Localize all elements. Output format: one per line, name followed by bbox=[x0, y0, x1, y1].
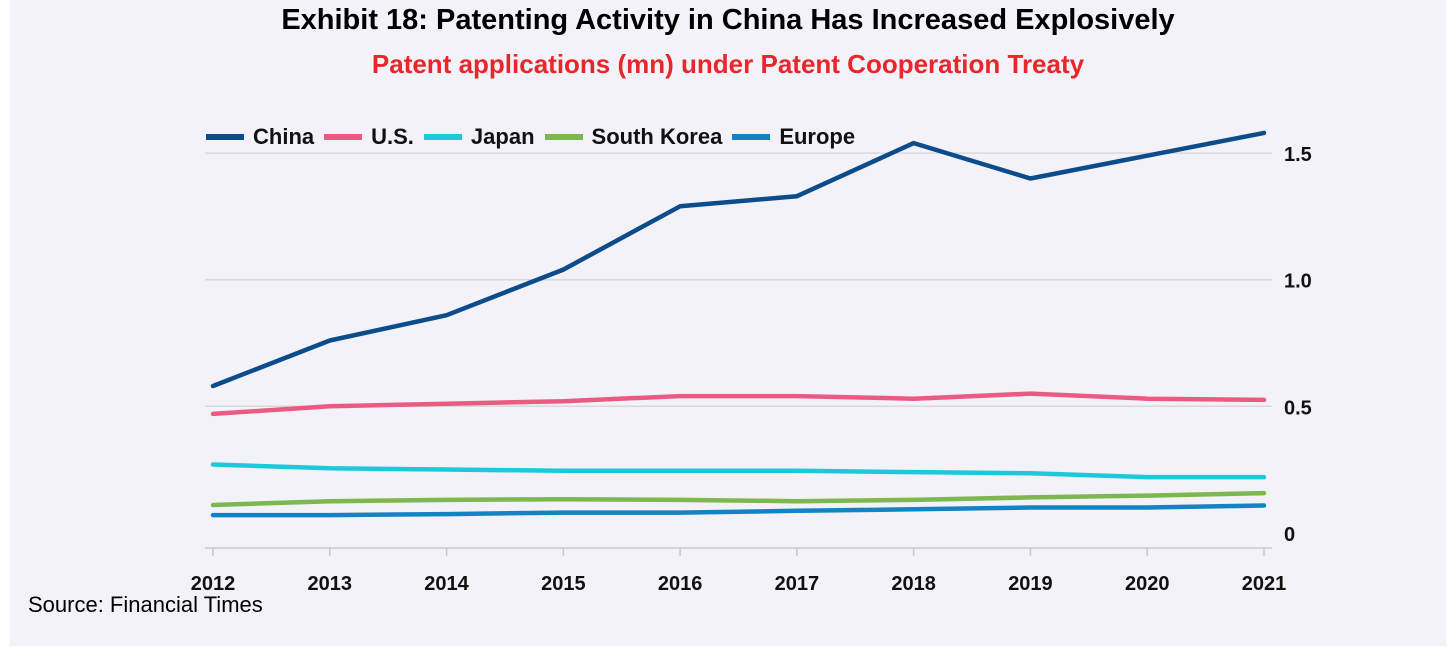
legend-label-south-korea: South Korea bbox=[591, 124, 723, 149]
legend-swatch-japan bbox=[423, 134, 462, 140]
legend-label-japan: Japan bbox=[470, 124, 535, 149]
x-tick-label: 2021 bbox=[1242, 573, 1287, 595]
chart-subtitle: Patent applications (mn) under Patent Co… bbox=[371, 49, 1085, 79]
series-line-china bbox=[210, 130, 1267, 389]
x-tick-label: 2015 bbox=[541, 573, 586, 595]
legend-label-china: China bbox=[253, 124, 315, 149]
source-note: Source: Financial Times bbox=[28, 592, 263, 617]
series-line-japan bbox=[210, 462, 1267, 480]
legend-swatch-south-korea bbox=[544, 134, 583, 140]
x-tick-label: 2019 bbox=[1008, 573, 1053, 595]
legend-item-south-korea: South Korea bbox=[544, 124, 723, 150]
legend-swatch-europe bbox=[732, 134, 771, 140]
y-tick-label: 1.5 bbox=[1284, 144, 1312, 166]
legend-item-japan: Japan bbox=[423, 124, 535, 150]
x-tick-label: 2014 bbox=[424, 573, 469, 595]
x-tick-label: 2016 bbox=[658, 573, 703, 595]
legend: China U.S. Japan South Korea Europe bbox=[206, 122, 865, 152]
series-line-u-s bbox=[210, 391, 1267, 417]
legend-swatch-china bbox=[206, 134, 244, 140]
series-line-south-korea bbox=[210, 490, 1267, 508]
chart-title: Exhibit 18: Patenting Activity in China … bbox=[281, 4, 1175, 36]
legend-swatch-us bbox=[324, 134, 363, 140]
x-tick-label: 2018 bbox=[891, 573, 936, 595]
series-line-europe bbox=[210, 503, 1267, 518]
legend-item-china: China bbox=[206, 124, 314, 150]
y-tick-label: 1.0 bbox=[1284, 271, 1312, 293]
legend-item-us: U.S. bbox=[324, 124, 414, 150]
legend-label-europe: Europe bbox=[779, 124, 856, 149]
x-tick-label: 2013 bbox=[308, 573, 353, 595]
x-tick-label: 2012 bbox=[191, 573, 236, 595]
legend-item-europe: Europe bbox=[732, 124, 855, 150]
chart-panel bbox=[10, 0, 1446, 646]
x-tick-label: 2020 bbox=[1125, 573, 1170, 595]
y-tick-label: 0 bbox=[1284, 524, 1295, 546]
legend-label-us: U.S. bbox=[371, 124, 414, 149]
y-tick-label: 0.5 bbox=[1284, 397, 1312, 419]
x-tick-label: 2017 bbox=[775, 573, 820, 595]
